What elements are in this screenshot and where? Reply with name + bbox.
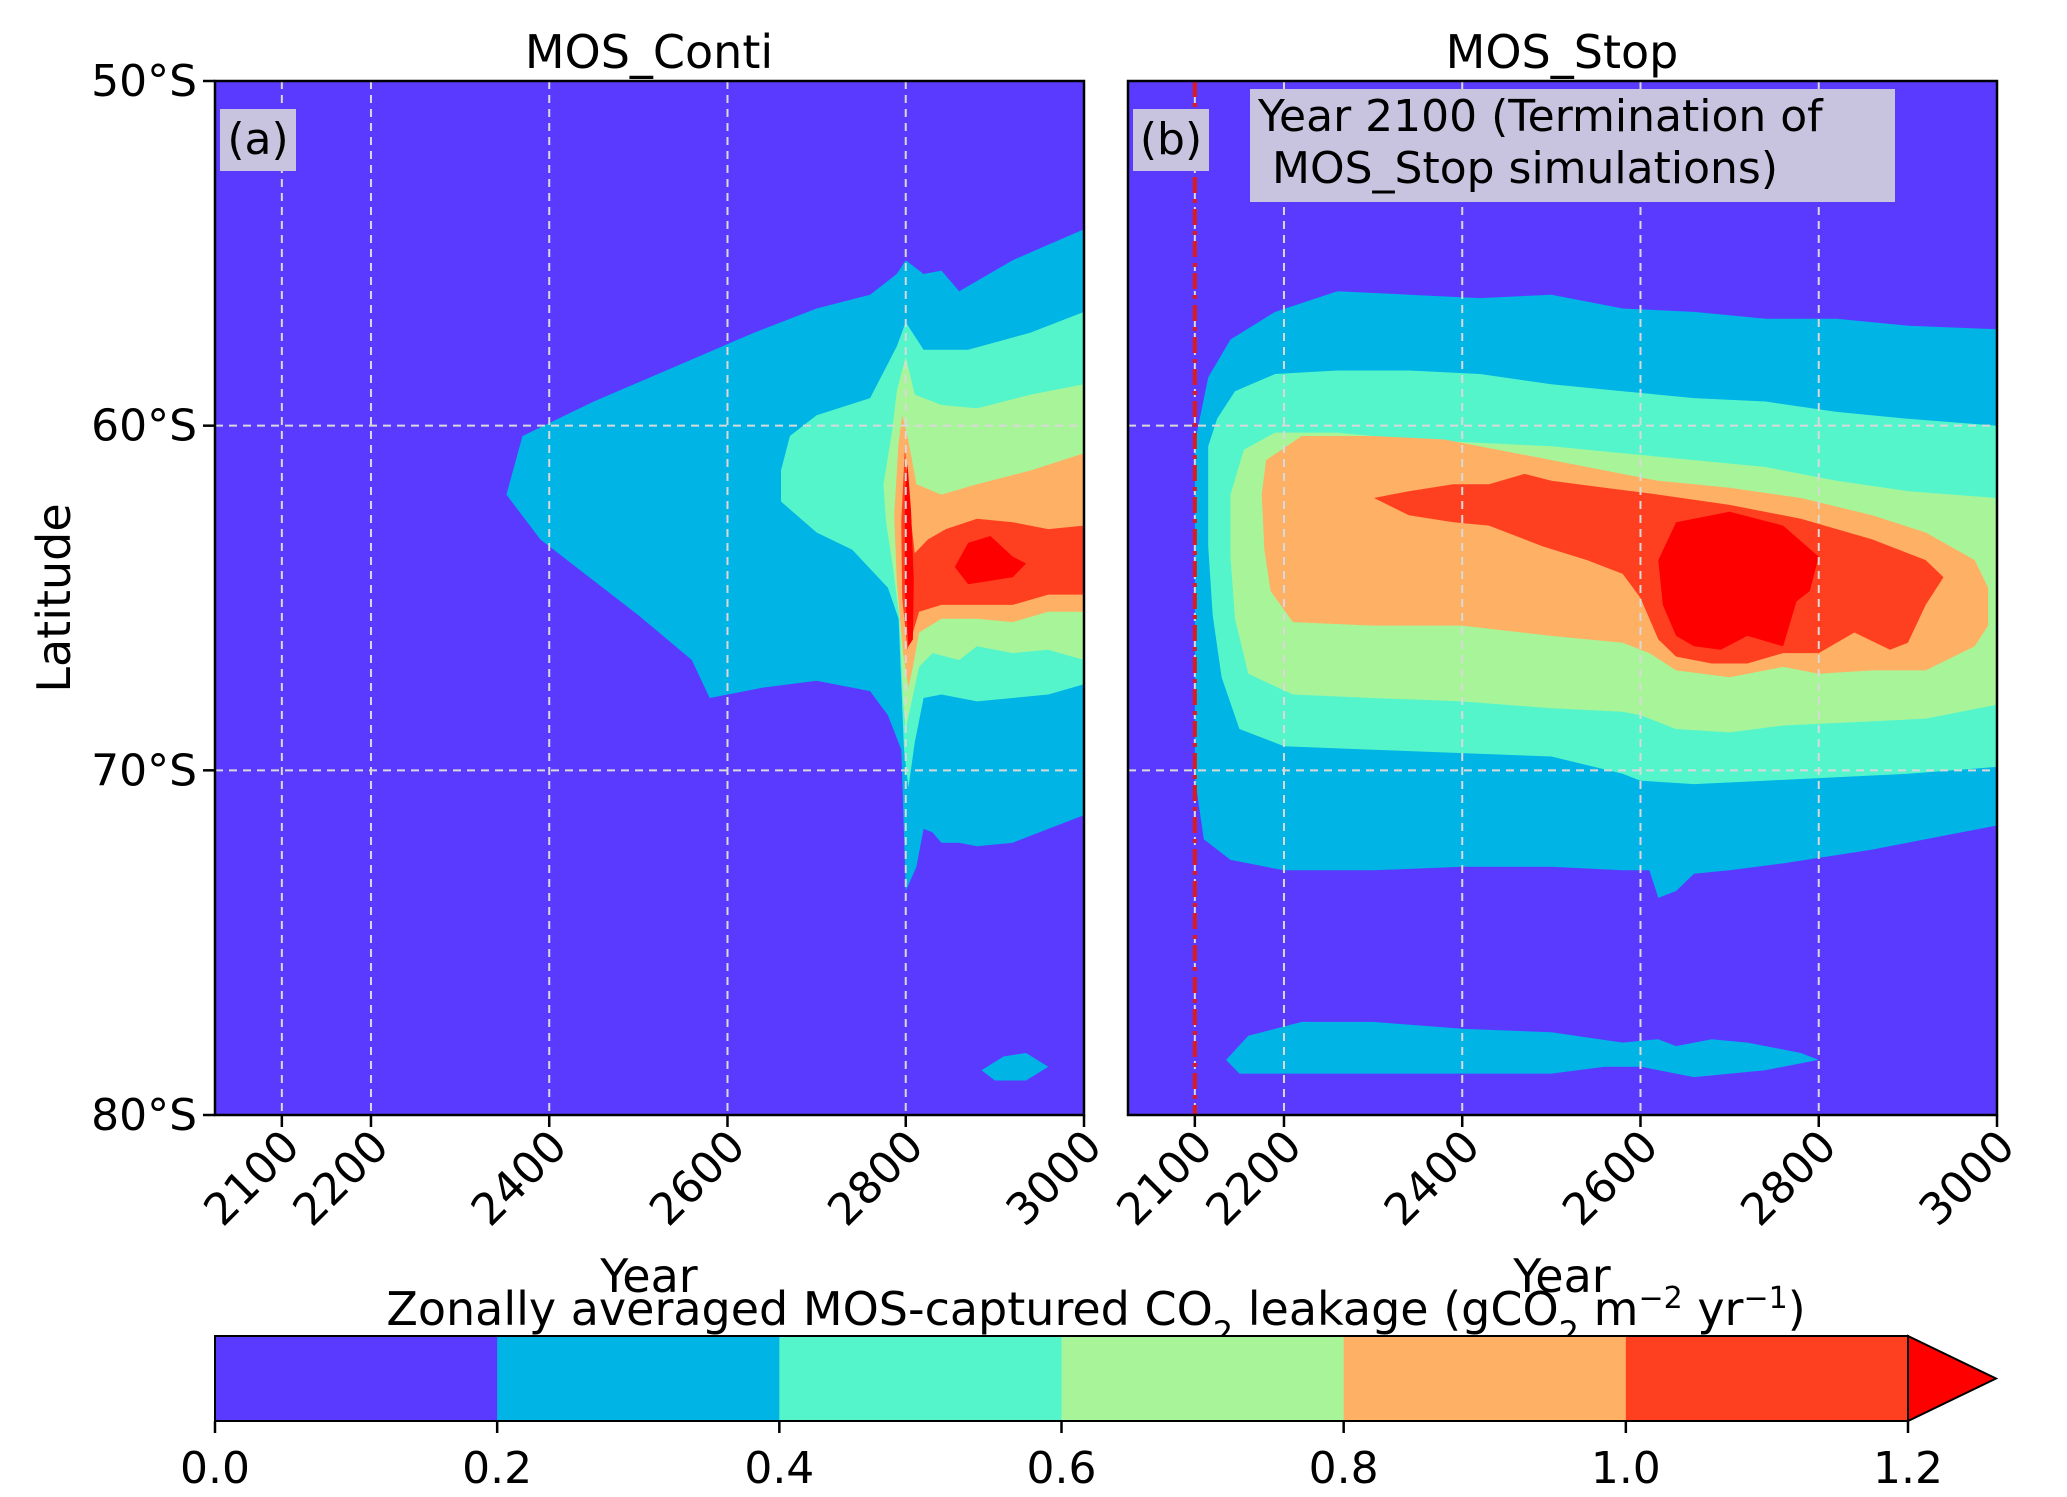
colorbar-segment-0-0.2 <box>215 1336 498 1421</box>
panel-a-title: MOS_Conti <box>525 25 773 79</box>
panel-b-x-tick-label-2100: 2100 <box>1107 1121 1222 1236</box>
panel-a-frame <box>213 79 1086 1117</box>
panel-a-x-tick-label-2600: 2600 <box>640 1121 755 1236</box>
panel-a-y-tick-label-60: 60°S <box>91 401 197 452</box>
colorbar-tick-label-0.2: 0.2 <box>462 1443 532 1494</box>
panel-b-contour-level-1-region-1 <box>1374 473 1944 664</box>
panel-a-x-tick-label-2800: 2800 <box>818 1121 933 1236</box>
termination-annotation: Year 2100 (Termination of MOS_Stop simul… <box>1250 89 1895 202</box>
colorbar-tick-label-1.0: 1.0 <box>1591 1443 1661 1494</box>
termination-annotation-background <box>1250 89 1895 202</box>
panel-b-contour-level-0.2-region-2 <box>1226 1021 1819 1078</box>
panel-a-label: (a) <box>227 114 288 165</box>
colorbar-tick-label-0.0: 0.0 <box>180 1443 250 1494</box>
panel-a-contour-level-1.2-region-2 <box>954 536 1027 585</box>
panel-a-contour-level-1.2-region-1 <box>904 463 914 647</box>
colorbar-tick-label-1.2: 1.2 <box>1873 1443 1943 1494</box>
panel-b-label: (b) <box>1140 114 1202 165</box>
colorbar-segment-0.4-0.6 <box>779 1336 1062 1421</box>
y-axis-label: Latitude <box>27 503 81 692</box>
colorbar-tick-label-0.6: 0.6 <box>1027 1443 1097 1494</box>
panel-a-label-box: (a) <box>220 109 296 171</box>
panel-a-y-ticks: 50°S 60°S 70°S 80°S <box>91 56 215 1141</box>
panel-b-x-tick-label-3000: 3000 <box>1910 1121 2025 1236</box>
colorbar-segment-1-1.2 <box>1625 1336 1909 1421</box>
panel-a-x-tick-label-2200: 2200 <box>284 1121 399 1236</box>
panel-b-contour-fills <box>1128 81 1997 1115</box>
colorbar-tick-label-0.4: 0.4 <box>744 1443 814 1494</box>
panel-b-contour-level-1.2-region-1 <box>1658 511 1819 650</box>
colorbar-segment-0.6-0.8 <box>1061 1336 1345 1421</box>
panel-b-contour-level-1.2-region-2 <box>1667 542 1703 623</box>
panel-b-x-tick-label-2400: 2400 <box>1375 1121 1490 1236</box>
termination-annotation-line-2: MOS_Stop simulations) <box>1258 143 1778 194</box>
panel-a-label-background <box>220 109 296 171</box>
panel-b-x-tick-label-2600: 2600 <box>1553 1121 1668 1236</box>
panel-b-frame <box>1126 79 1999 1117</box>
panel-a-y-tick-label-80: 80°S <box>91 1090 197 1141</box>
colorbar-segment-0.2-0.4 <box>497 1336 780 1421</box>
colorbar-extend-arrow <box>1907 1334 1999 1423</box>
panel-b-contour-plot: MOS_Stop (b) Year 2100 (Termination of M… <box>1107 25 2024 1303</box>
panel-b-label-background <box>1133 109 1209 171</box>
colorbar-label-part-1: Zonally averaged MOS-captured CO <box>386 1282 1212 1336</box>
colorbar-segment-0.8-1 <box>1343 1336 1627 1421</box>
panel-a-x-tick-label-2400: 2400 <box>462 1121 577 1236</box>
colorbar-tick-label-0.8: 0.8 <box>1309 1443 1379 1494</box>
panel-a-x-axis-label: Year <box>599 1249 697 1303</box>
panel-b-label-box: (b) <box>1133 109 1209 171</box>
panel-a-contour-level-0.2-region-2 <box>981 1053 1049 1081</box>
panel-a-y-tick-label-50: 50°S <box>91 56 197 107</box>
colorbar-label-exponent-2: −1 <box>1743 1281 1787 1316</box>
panel-a-y-tick-label-70: 70°S <box>91 745 197 796</box>
panel-a-contour-fills <box>215 81 1084 1115</box>
colorbar: Zonally averaged MOS-captured CO2 leakag… <box>180 1281 1999 1494</box>
panel-a-x-tick-label-2100: 2100 <box>194 1121 309 1236</box>
panel-b-gridlines <box>1128 81 1997 1115</box>
colorbar-label: Zonally averaged MOS-captured CO2 leakag… <box>386 1281 1805 1353</box>
termination-annotation-line-1: Year 2100 (Termination of <box>1257 91 1824 142</box>
colorbar-label-part-5: ) <box>1788 1282 1806 1336</box>
panel-b-x-tick-label-2200: 2200 <box>1197 1121 1312 1236</box>
panel-b-x-tick-label-2800: 2800 <box>1731 1121 1846 1236</box>
panel-a-gridlines <box>215 81 1084 1115</box>
colorbar-label-part-3: m <box>1579 1282 1638 1336</box>
colorbar-label-exponent-1: −2 <box>1638 1281 1682 1316</box>
panel-b-title: MOS_Stop <box>1446 25 1679 79</box>
colorbar-ticks: 0.0 0.2 0.4 0.6 0.8 1.0 1.2 <box>180 1421 1943 1494</box>
colorbar-label-part-2: leakage (gCO <box>1233 1282 1559 1336</box>
colorbar-segments <box>214 1334 1999 1423</box>
panel-b-x-axis-label: Year <box>1512 1249 1610 1303</box>
panel-a-x-tick-label-3000: 3000 <box>997 1121 1112 1236</box>
colorbar-label-part-4: yr <box>1683 1282 1744 1336</box>
